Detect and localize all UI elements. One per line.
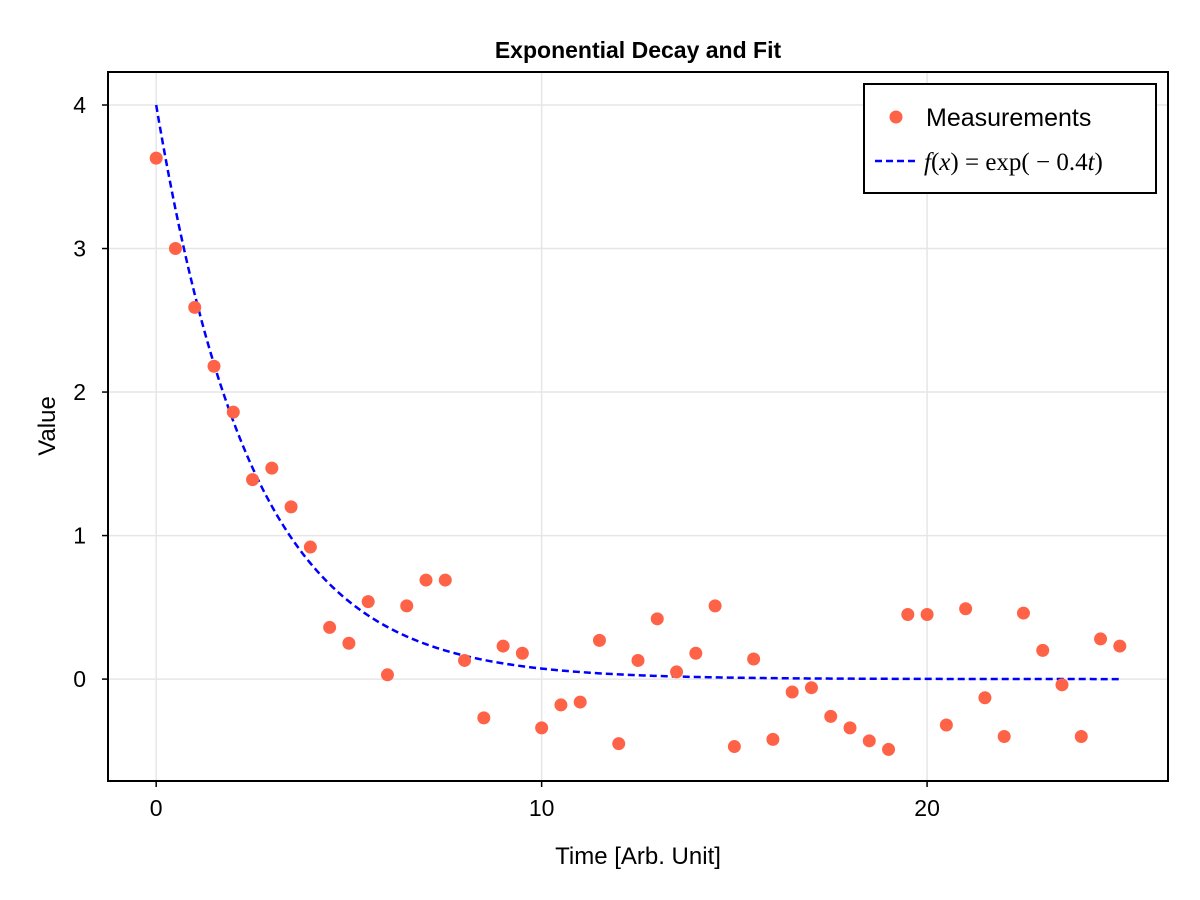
ticks: 0 10 20 0 1 2 3 4 (73, 92, 940, 821)
x-axis-label: Time [Arb. Unit] (555, 843, 721, 870)
measurement-point (535, 721, 549, 735)
legend-label-measurements: Measurements (926, 104, 1091, 132)
measurement-point (477, 711, 491, 725)
y-tick-label: 2 (73, 379, 86, 405)
legend-marker-measurements (889, 110, 903, 124)
y-axis-label: Value (34, 396, 61, 456)
chart-title: Exponential Decay and Fit (495, 37, 782, 63)
measurement-point (650, 612, 664, 626)
legend-box (863, 83, 1157, 194)
measurement-point (400, 599, 414, 613)
measurement-point (997, 730, 1011, 744)
measurement-point (882, 742, 896, 756)
measurement-point (458, 653, 472, 667)
fit-curve (154, 104, 1120, 681)
legend-label-fit: f(x) = exp( − 0.4t) (924, 149, 1103, 176)
y-tick-label: 0 (73, 666, 86, 692)
measurement-point (708, 599, 722, 613)
measurement-point (689, 646, 703, 660)
measurement-point (323, 620, 337, 634)
measurement-point (766, 732, 780, 746)
measurement-point (1036, 643, 1050, 657)
x-tick-label: 0 (150, 795, 163, 821)
measurement-point (824, 709, 838, 723)
measurement-point (207, 359, 221, 373)
measurement-point (804, 681, 818, 695)
plot-frame (107, 71, 1169, 782)
measurement-point (419, 573, 433, 587)
measurement-point (785, 685, 799, 699)
x-tick-label: 20 (914, 795, 940, 821)
measurement-point (612, 737, 626, 751)
y-tick-label: 3 (73, 236, 86, 262)
measurement-point (149, 151, 163, 165)
measurement-point (226, 405, 240, 419)
measurement-point (920, 608, 934, 622)
y-tick-label: 4 (73, 92, 86, 118)
measurement-point (573, 695, 587, 709)
measurement-point (438, 573, 452, 587)
measurement-point (862, 734, 876, 748)
measurement-points (149, 151, 1127, 756)
measurement-point (1094, 632, 1108, 646)
measurement-point (592, 633, 606, 647)
measurement-point (631, 653, 645, 667)
measurement-point (901, 608, 915, 622)
measurement-point (727, 740, 741, 754)
x-tick-label: 10 (529, 795, 555, 821)
measurement-point (959, 602, 973, 616)
measurement-point (361, 595, 375, 609)
measurement-point (747, 652, 761, 666)
measurement-point (939, 718, 953, 732)
measurement-point (380, 668, 394, 682)
measurement-point (1055, 678, 1069, 692)
fit-line (154, 104, 1120, 681)
measurement-point (1074, 730, 1088, 744)
measurement-point (670, 665, 684, 679)
measurement-point (843, 721, 857, 735)
y-tick-label: 1 (73, 523, 86, 549)
measurement-point (515, 646, 529, 660)
measurement-point (168, 242, 182, 256)
measurement-point (554, 698, 568, 712)
measurement-point (303, 540, 317, 554)
measurement-point (978, 691, 992, 705)
measurement-point (1016, 606, 1030, 620)
measurement-point (246, 473, 260, 487)
measurement-point (284, 500, 298, 514)
legend: Measurements f(x) = exp( − 0.4t) (863, 83, 1157, 194)
measurement-point (265, 461, 279, 475)
measurement-point (496, 639, 510, 653)
measurement-point (342, 636, 356, 650)
measurement-point (188, 300, 202, 314)
measurement-point (1113, 639, 1127, 653)
